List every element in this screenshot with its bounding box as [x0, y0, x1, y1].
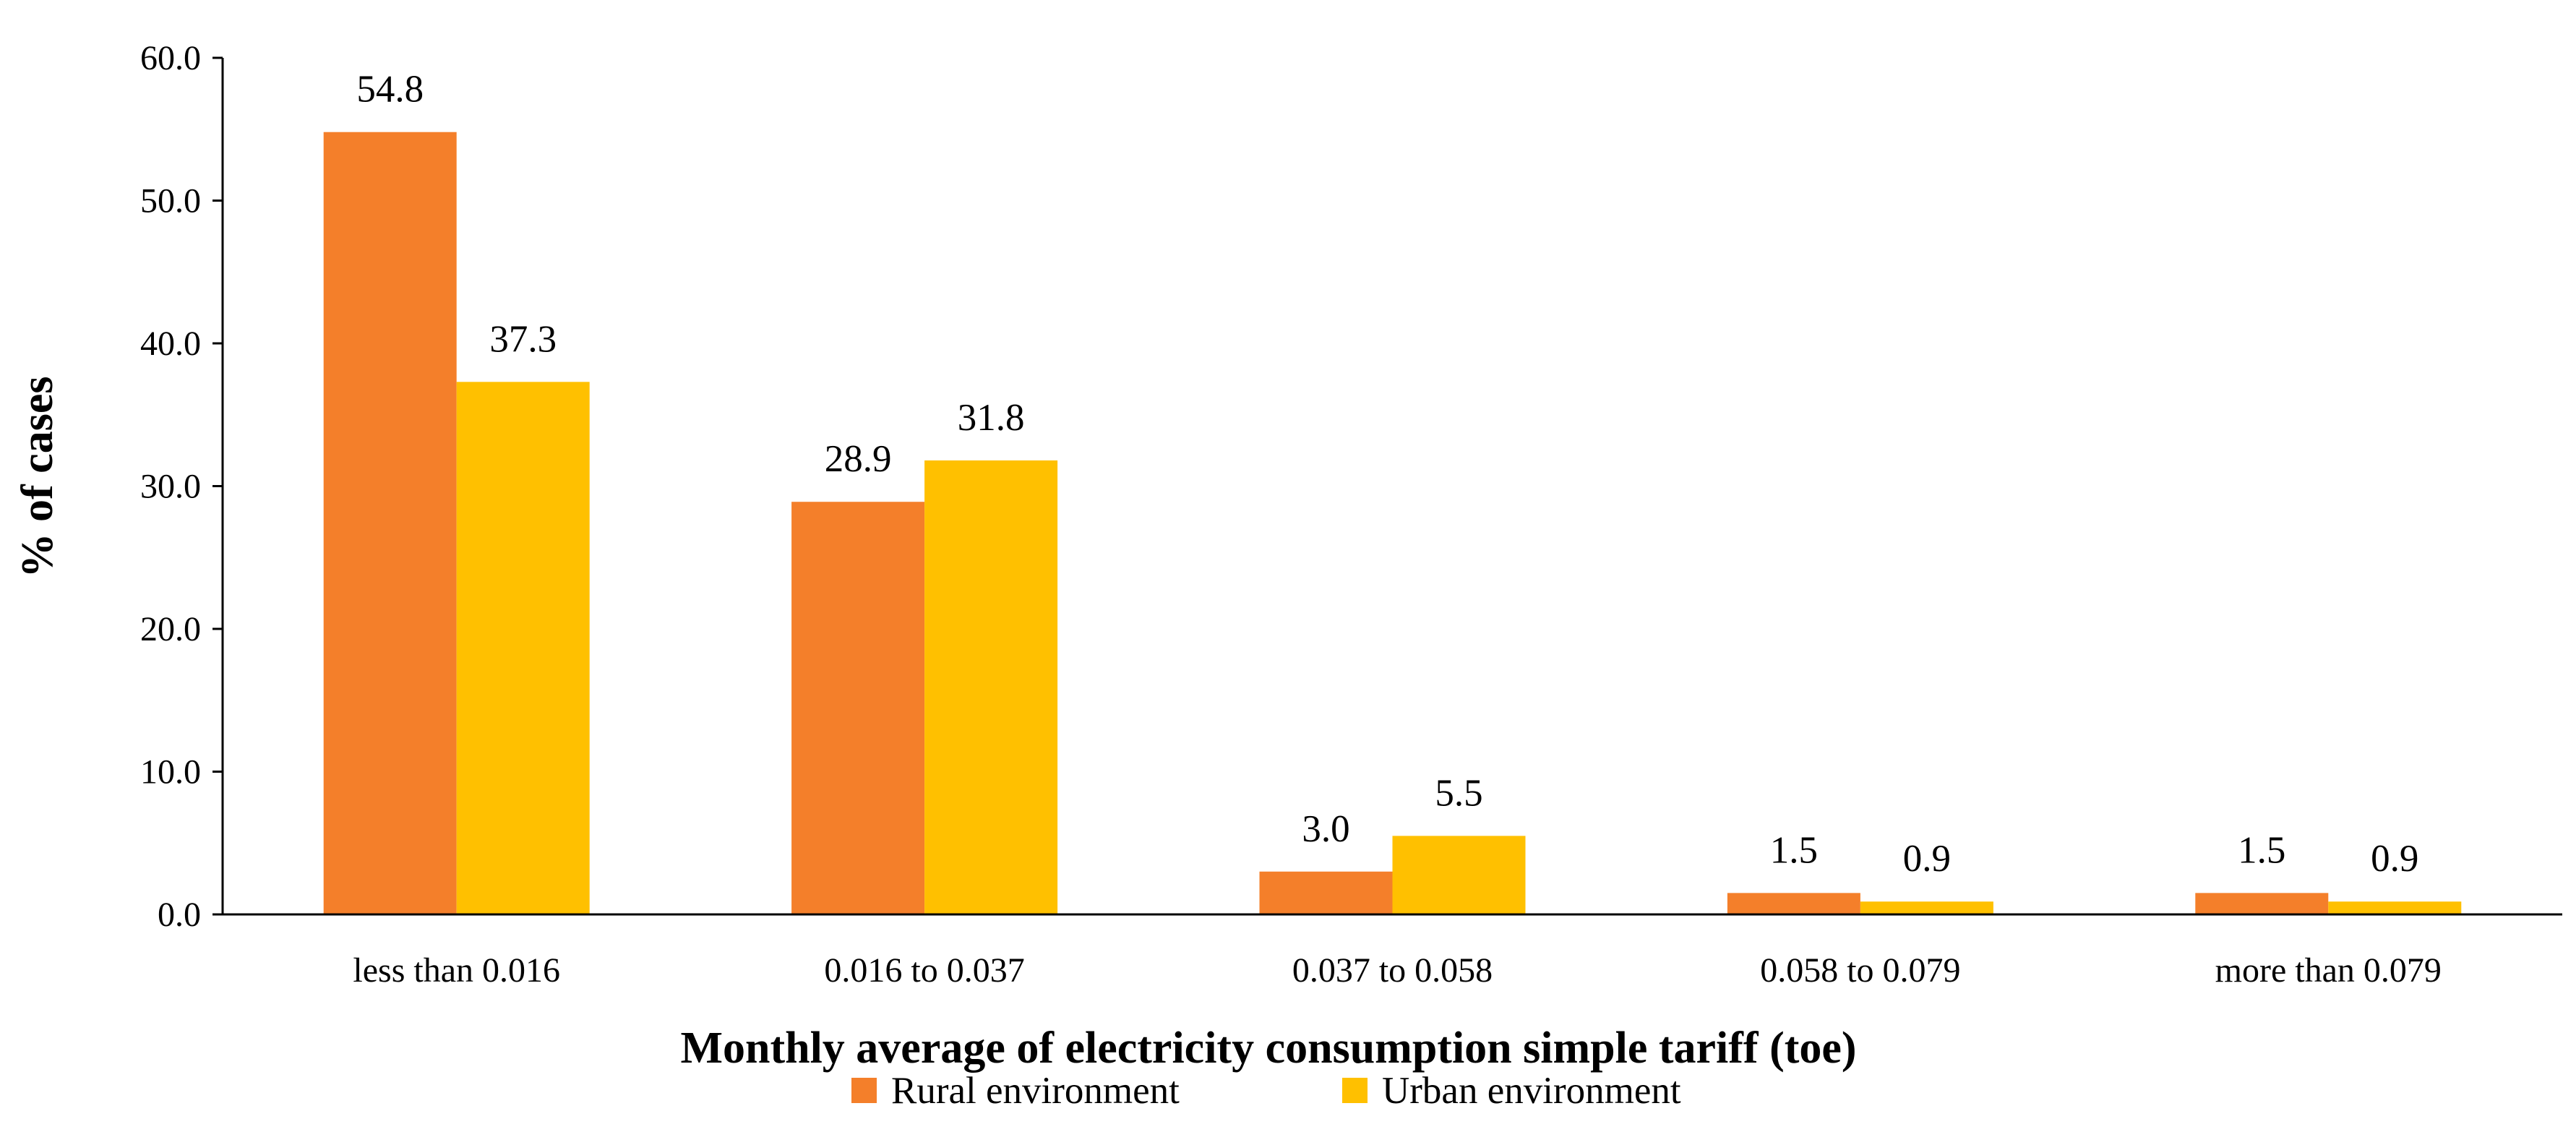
- y-tick-label: 30.0: [140, 468, 201, 506]
- y-tick-label: 40.0: [140, 325, 201, 363]
- legend-swatch: [851, 1078, 877, 1103]
- legend: Rural environment Urban environment: [851, 1070, 1681, 1112]
- x-tick-label: 0.037 to 0.058: [1292, 951, 1493, 990]
- bar: [791, 502, 925, 914]
- y-tick-label: 20.0: [140, 610, 201, 648]
- data-label: 37.3: [489, 318, 557, 360]
- data-label: 1.5: [1770, 829, 1818, 871]
- bar: [1860, 901, 1993, 914]
- bar: [2328, 901, 2462, 914]
- bar: [1727, 893, 1860, 914]
- legend-label: Rural environment: [891, 1070, 1180, 1112]
- data-label: 31.8: [958, 397, 1025, 439]
- y-tick-label: 0.0: [158, 896, 201, 934]
- y-axis-title: % of cases: [13, 377, 62, 578]
- bar: [924, 460, 1058, 914]
- bars: [323, 132, 2462, 915]
- data-label: 0.9: [1903, 838, 1951, 880]
- data-label: 1.5: [2238, 829, 2285, 871]
- x-tick-label: 0.016 to 0.037: [824, 951, 1024, 990]
- bar: [323, 132, 457, 915]
- legend-swatch: [1342, 1078, 1368, 1103]
- y-tick-label: 10.0: [140, 753, 201, 792]
- bar: [456, 382, 590, 914]
- bar: [1392, 836, 1526, 914]
- y-tick-label: 60.0: [140, 39, 201, 77]
- data-label: 0.9: [2371, 838, 2418, 880]
- bar: [1259, 871, 1393, 914]
- x-tick-label: 0.058 to 0.079: [1760, 951, 1960, 990]
- data-labels: 54.8 37.3 28.9 31.8 3.0 5.5 1.5 0.9 1.5 0.9: [356, 69, 2418, 880]
- y-axis: 0.0 10.0 20.0 30.0 40.0 50.0 60.0: [140, 39, 224, 934]
- data-label: 54.8: [356, 69, 424, 111]
- x-axis-title: Monthly average of electricity consumpti…: [680, 1024, 1856, 1073]
- data-label: 3.0: [1302, 808, 1349, 850]
- bar: [2195, 893, 2329, 914]
- x-tick-label: less than 0.016: [353, 951, 560, 990]
- data-label: 5.5: [1435, 772, 1482, 814]
- y-tick-label: 50.0: [140, 182, 201, 220]
- x-axis: less than 0.016 0.016 to 0.037 0.037 to 0.…: [223, 913, 2562, 990]
- x-tick-label: more than 0.079: [2215, 951, 2442, 990]
- legend-label: Urban environment: [1382, 1070, 1681, 1112]
- data-label: 28.9: [825, 438, 892, 480]
